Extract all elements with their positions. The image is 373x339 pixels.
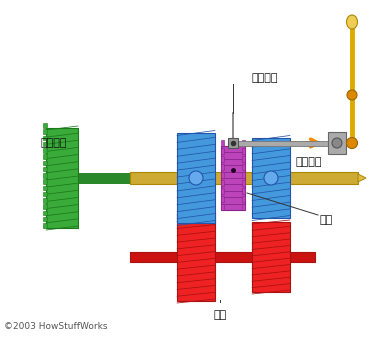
Bar: [43, 167, 47, 171]
Bar: [130, 172, 358, 184]
Bar: [43, 211, 47, 215]
Bar: [43, 142, 47, 146]
Bar: [130, 252, 315, 262]
Bar: [221, 172, 224, 178]
Bar: [78, 173, 148, 183]
Bar: [252, 138, 290, 218]
Bar: [43, 136, 47, 140]
Text: 至差速器: 至差速器: [295, 157, 322, 167]
Bar: [43, 129, 47, 134]
Bar: [43, 148, 47, 153]
Bar: [242, 188, 245, 194]
Circle shape: [347, 90, 357, 100]
Polygon shape: [358, 174, 366, 182]
Circle shape: [347, 138, 357, 148]
Bar: [43, 179, 47, 184]
Bar: [238, 140, 330, 145]
Bar: [43, 161, 47, 165]
Bar: [43, 223, 47, 227]
Bar: [43, 192, 47, 196]
Bar: [242, 180, 245, 186]
Bar: [221, 146, 245, 210]
Bar: [242, 148, 245, 154]
Ellipse shape: [347, 15, 357, 29]
Circle shape: [189, 171, 203, 185]
Bar: [43, 154, 47, 159]
Bar: [43, 123, 47, 127]
Text: 自发动机: 自发动机: [41, 138, 67, 148]
Bar: [43, 186, 47, 190]
Bar: [221, 188, 224, 194]
Bar: [177, 213, 215, 301]
Bar: [221, 180, 224, 186]
Text: 副轴: 副轴: [213, 310, 227, 320]
Bar: [43, 173, 47, 178]
Circle shape: [264, 171, 278, 185]
Bar: [328, 132, 346, 154]
Bar: [242, 204, 245, 210]
Text: ©2003 HowStuffWorks: ©2003 HowStuffWorks: [4, 322, 107, 331]
Polygon shape: [70, 174, 76, 182]
Bar: [242, 140, 245, 146]
Bar: [221, 204, 224, 210]
Text: 轴环: 轴环: [320, 215, 333, 225]
Bar: [46, 128, 78, 228]
Bar: [228, 138, 238, 148]
Bar: [242, 172, 245, 178]
Bar: [43, 198, 47, 202]
Bar: [242, 156, 245, 162]
Bar: [242, 164, 245, 170]
Bar: [177, 133, 215, 223]
Bar: [221, 156, 224, 162]
Bar: [252, 222, 290, 292]
Bar: [221, 148, 224, 154]
Bar: [43, 204, 47, 209]
Circle shape: [332, 138, 342, 148]
Bar: [221, 164, 224, 170]
Bar: [221, 196, 224, 202]
Bar: [221, 140, 224, 146]
Bar: [242, 196, 245, 202]
Text: 换挡拨叉: 换挡拨叉: [251, 73, 278, 83]
Bar: [43, 217, 47, 221]
